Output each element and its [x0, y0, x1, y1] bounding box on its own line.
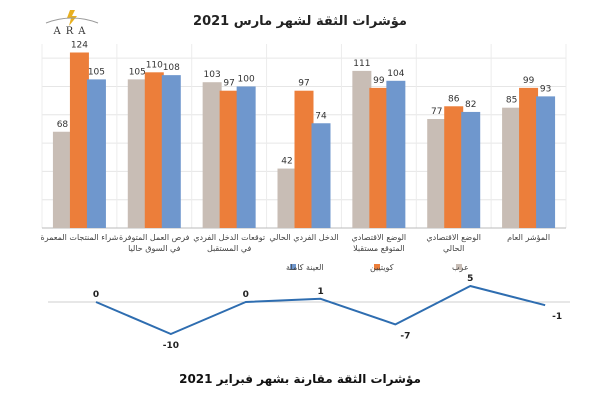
data-label: 100	[238, 74, 255, 84]
category-label: المتوقع مستقبلا	[353, 244, 405, 253]
data-label: 42	[281, 157, 292, 167]
bar	[127, 79, 147, 228]
chart-title: مؤشرات الثقة لشهر مارس 2021	[193, 14, 407, 29]
line-data-label: 0	[93, 290, 99, 300]
bar	[536, 96, 556, 228]
category-label: شراء المنتجات المعمرة	[41, 233, 119, 242]
data-label: 104	[387, 69, 404, 79]
legend-swatch	[456, 264, 462, 270]
bar	[502, 107, 522, 228]
data-label: 97	[298, 79, 309, 89]
data-label: 110	[146, 60, 163, 70]
category-label: الحالي	[443, 244, 464, 253]
ara-logo: ARA	[42, 8, 102, 44]
data-label: 77	[431, 107, 442, 117]
line-series	[95, 285, 546, 335]
data-label: 124	[71, 40, 88, 50]
data-label: 97	[223, 79, 234, 89]
line-data-label: 0	[243, 290, 249, 300]
data-label: 99	[523, 76, 535, 86]
legend-item: عرب	[452, 263, 469, 272]
data-label: 86	[448, 94, 460, 104]
category-label: الدخل الفردي الحالي	[269, 233, 338, 242]
legend-item: كويتيين	[370, 263, 394, 272]
legend-item: العينة كاملة	[286, 263, 324, 272]
legend-label: عرب	[452, 263, 469, 272]
data-label: 85	[506, 96, 517, 106]
bar	[369, 87, 389, 228]
data-label: 111	[353, 59, 370, 69]
legend-label: كويتيين	[370, 263, 394, 272]
data-label: 105	[88, 67, 105, 77]
category-label: الوضع الاقتصادي	[426, 233, 481, 242]
data-label: 93	[540, 84, 551, 94]
category-label: في السوق حاليا	[128, 244, 181, 253]
legend-label: العينة كاملة	[286, 263, 324, 272]
bar	[311, 123, 331, 228]
bar	[294, 90, 314, 228]
bar	[52, 131, 72, 228]
category-label: الوضع الاقتصادي	[352, 233, 407, 242]
bar	[352, 70, 372, 229]
bar	[69, 52, 89, 228]
category-label: توقعات الدخل الفردي	[193, 233, 265, 242]
bar	[219, 90, 239, 228]
line-data-label: -10	[163, 341, 179, 351]
line-data-label: -7	[400, 331, 410, 341]
line-data-label: -1	[552, 312, 562, 322]
bar	[386, 80, 406, 228]
line-chart-title: مؤشرات الثقة مقارنة بشهر فبراير 2021	[179, 372, 421, 386]
category-label: في المستقبل	[207, 244, 252, 253]
data-label: 103	[204, 70, 221, 80]
bar	[161, 75, 181, 228]
data-label: 82	[465, 100, 476, 110]
data-label: 68	[57, 120, 69, 130]
legend-swatch	[374, 264, 380, 270]
data-label: 74	[315, 111, 327, 121]
bar	[202, 82, 222, 228]
bar	[86, 79, 106, 228]
line-data-label: 1	[317, 287, 323, 297]
data-label: 108	[163, 63, 180, 73]
logo-text: ARA	[53, 26, 91, 37]
line-data-label: 5	[467, 274, 473, 284]
category-label: المؤشر العام	[507, 233, 550, 242]
data-label: 99	[373, 76, 385, 86]
lightning-icon	[45, 10, 99, 26]
legend-swatch	[290, 264, 296, 270]
category-label: فرص العمل المتوفرة	[119, 233, 190, 242]
bar	[461, 111, 481, 228]
data-label: 105	[129, 67, 146, 77]
bar	[519, 87, 539, 228]
bar	[427, 119, 447, 228]
bar	[236, 86, 256, 228]
bar	[277, 168, 297, 228]
bar	[144, 72, 164, 228]
bar	[444, 106, 464, 228]
